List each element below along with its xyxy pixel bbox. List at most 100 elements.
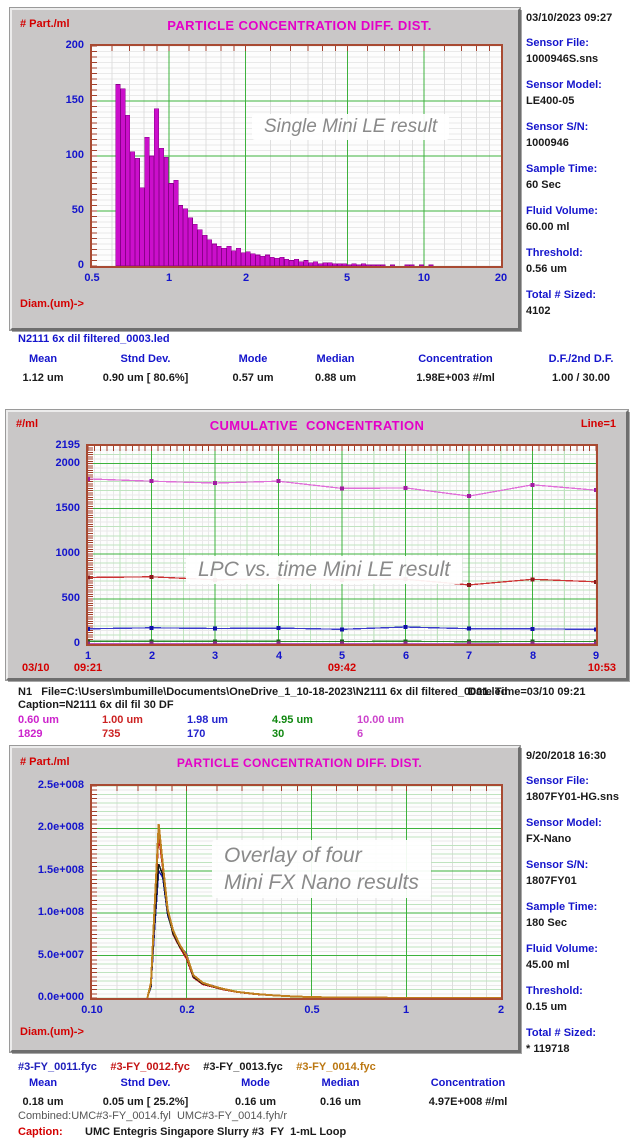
sample-time-field: Sample Time: 180 Sec <box>526 901 598 929</box>
y-tick-label: 500 <box>61 592 80 604</box>
fx-diff-window: # Part./ml PARTICLE CONCENTRATION DIFF. … <box>10 746 520 1052</box>
x-tick-label: 20 <box>494 272 508 284</box>
sensor-model-field: Sensor Model: LE400-05 <box>526 79 602 107</box>
y-tick-label: 0.0e+000 <box>37 991 84 1003</box>
trend-caption-line: Caption=N2111 6x dil fil 30 DF <box>18 699 174 711</box>
report-datetime: 9/20/2018 16:30 <box>526 750 607 762</box>
x-tick-label: 5 <box>343 272 351 284</box>
x-axis-name-label: Diam.(um)-> <box>20 1026 84 1038</box>
trend-datetime-info: Date Time=03/10 09:21 <box>468 686 586 698</box>
y-tick-label: 200 <box>65 39 84 51</box>
chart-title: PARTICLE CONCENTRATION DIFF. DIST. <box>167 18 432 33</box>
x-tick-label: 0.5 <box>84 272 100 284</box>
chart-canvas <box>92 46 501 266</box>
combined-files-line: Combined:UMC#3-FY_0014.fyl UMC#3-FY_0014… <box>18 1110 288 1122</box>
x-axis-name-label: Diam.(um)-> <box>20 298 84 310</box>
chart-title: PARTICLE CONCENTRATION DIFF. DIST. <box>176 756 423 770</box>
y-tick-label: 1.5e+008 <box>37 864 84 876</box>
y-tick-label: 2.5e+008 <box>37 779 84 791</box>
x-tick-label: 1 <box>165 272 173 284</box>
y-tick-label: 2195 <box>55 439 80 451</box>
sample-time-field: Sample Time: 60 Sec <box>526 163 598 191</box>
fx-diff-plot: Overlay of four Mini FX Nano results 2.5… <box>38 779 504 1016</box>
le-stats-table: Mean 1.12 um Stnd Dev. 0.90 um [ 80.6%] … <box>8 353 629 384</box>
y-axis-name-label: # Part./ml <box>20 756 70 768</box>
x-axis-date-label: 03/10 <box>22 662 50 674</box>
stat-mode: Mode 0.16 um <box>235 1077 276 1108</box>
overlay-file-list: #3-FY_0011.fyc #3-FY_0012.fyc #3-FY_0013… <box>18 1057 385 1075</box>
x-tick-label: 2 <box>497 1004 505 1016</box>
sensor-model-field: Sensor Model: FX-Nano <box>526 817 602 845</box>
y-tick-label: 0 <box>73 637 80 649</box>
x-tick-label: 9 <box>592 650 600 662</box>
y-axis-name-label: #/ml <box>16 418 39 430</box>
stat-median: Median 0.88 um <box>315 353 356 384</box>
x-tick-label: 6 <box>402 650 410 662</box>
x-tick-label: 5 <box>338 650 346 662</box>
threshold-field: Threshold: 0.56 um <box>526 247 583 275</box>
x-tick-label: 0.5 <box>304 1004 320 1016</box>
overlay-file-2: #3-FY_0012.fyc <box>110 1061 190 1073</box>
annotation-single-mini-le: Single Mini LE result <box>252 114 450 140</box>
annotation-lpc-vs-time: LPC vs. time Mini LE result <box>186 556 463 584</box>
fx-info-sidebar: 9/20/2018 16:30 Sensor File: 1807FY01-HG… <box>526 750 634 1056</box>
x-tick-label: 7 <box>465 650 473 662</box>
y-tick-label: 1000 <box>55 547 80 559</box>
y-axis-name-label: # Part./ml <box>20 18 70 30</box>
x-tick-label: 2 <box>148 650 156 662</box>
x-tick-label: 2 <box>242 272 250 284</box>
chart-title: CUMULATIVE CONCENTRATION <box>209 418 425 433</box>
stat-mean: Mean 0.18 um <box>22 1077 64 1108</box>
annotation-overlay-fx-nano: Overlay of four Mini FX Nano results <box>212 840 431 898</box>
line-number-label: Line=1 <box>580 418 616 430</box>
y-tick-label: 50 <box>71 204 84 216</box>
overlay-file-3: #3-FY_0013.fyc <box>203 1061 283 1073</box>
le-sample-filename: N2111 6x dil filtered_0003.led <box>18 333 170 345</box>
stat-stnd-dev: Stnd Dev. 0.05 um [ 25.2%] <box>102 1077 189 1108</box>
sensor-sn-field: Sensor S/N: 1000946 <box>526 121 589 149</box>
y-tick-label: 2.0e+008 <box>37 821 84 833</box>
x-tick-label: 1 <box>84 650 92 662</box>
caption-value: UMC Entegris Singapore Slurry #3 FY 1-mL… <box>85 1126 347 1138</box>
y-tick-label: 5.0e+007 <box>37 949 84 961</box>
cumulative-plot: LPC vs. time Mini LE result 2195 2000 1 500… <box>56 439 600 662</box>
channel-col: 1.00 um 735 <box>102 714 143 740</box>
x-tick-label: 0.2 <box>179 1004 195 1016</box>
cumulative-window: #/ml CUMULATIVE CONCENTRATION Line=1 LPC… <box>6 410 628 680</box>
stat-df: D.F./2nd D.F. 1.00 / 30.00 <box>548 353 614 384</box>
fluid-volume-field: Fluid Volume: 45.00 ml <box>526 943 598 971</box>
channel-col: 4.95 um 30 <box>272 714 313 740</box>
x-axis-start-time: 09:21 <box>73 662 103 674</box>
x-tick-label: 8 <box>529 650 537 662</box>
sensor-file-field: Sensor File: 1807FY01-HG.sns <box>526 775 619 803</box>
x-tick-label: 0.10 <box>81 1004 103 1016</box>
x-tick-label: 4 <box>275 650 283 662</box>
x-tick-label: 1 <box>402 1004 410 1016</box>
y-tick-label: 1.0e+008 <box>37 906 84 918</box>
threshold-field: Threshold: 0.15 um <box>526 985 583 1013</box>
stat-mean: Mean 1.12 um <box>22 353 64 384</box>
chart-canvas <box>88 446 596 644</box>
y-tick-label: 150 <box>65 94 84 106</box>
le-diff-plot: Single Mini LE result 200 150 100 50 0 0.5 1 2 5… <box>66 39 507 284</box>
le-info-sidebar: 03/10/2023 09:27 Sensor File: 1000946S.s… <box>526 12 634 318</box>
y-tick-label: 2000 <box>55 457 80 469</box>
stat-mode: Mode 0.57 um <box>232 353 274 384</box>
x-axis-mid-time: 09:42 <box>327 662 357 674</box>
overlay-file-1: #3-FY_0011.fyc <box>18 1061 97 1073</box>
overlay-file-4: #3-FY_0014.fyc <box>296 1061 376 1073</box>
report-datetime: 03/10/2023 09:27 <box>526 12 613 24</box>
channel-col: 0.60 um 1829 <box>18 714 59 740</box>
total-sized-field: Total # Sized: * 119718 <box>526 1027 597 1055</box>
channel-col: 10.00 um 6 <box>357 714 405 740</box>
stat-median: Median 0.16 um <box>320 1077 361 1108</box>
trend-file-info: N1 File=C:\Users\mbumille\Documents\OneD… <box>18 686 508 698</box>
fx-stats-table: Mean 0.18 um Stnd Dev. 0.05 um [ 25.2%] … <box>8 1077 553 1108</box>
stat-concentration: Concentration 1.98E+003 #/ml <box>416 353 495 384</box>
x-tick-label: 3 <box>211 650 219 662</box>
caption-label: Caption: <box>18 1126 63 1138</box>
stat-concentration: Concentration 4.97E+008 #/ml <box>428 1077 508 1108</box>
le-diff-window: # Part./ml PARTICLE CONCENTRATION DIFF. … <box>10 8 520 330</box>
sensor-file-field: Sensor File: 1000946S.sns <box>526 37 599 65</box>
